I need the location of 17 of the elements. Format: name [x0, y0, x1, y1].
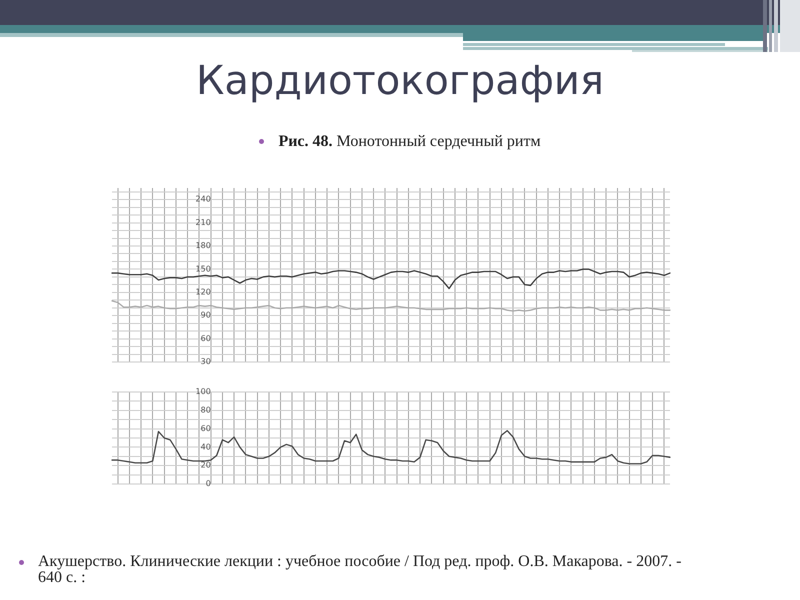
- y-tick-label: 60: [200, 424, 211, 433]
- text: Акушерство. Клинические лекции : учебное пособие / Под ред. проф. О.В. Макарова. - 2007. - 640 с. :: [38, 553, 682, 586]
- y-tick-label: 30: [200, 357, 211, 366]
- y-tick-label: 240: [196, 194, 211, 204]
- y-tick-label: 100: [196, 387, 211, 396]
- y-tick-label: 180: [196, 241, 211, 250]
- y-tick-label: 90: [200, 310, 211, 320]
- y-tick-label: 20: [200, 460, 211, 470]
- y-tick-label: 210: [196, 218, 211, 227]
- y-tick-label: 120: [196, 287, 211, 296]
- y-tick-label: 60: [200, 334, 211, 343]
- y-tick-label: 150: [196, 264, 211, 274]
- y-tick-label: 80: [200, 405, 211, 414]
- y-tick-label: 0: [206, 479, 211, 488]
- chart-subtitle: Рис. 48. Монотонный сердечный ритм: [278, 133, 541, 150]
- y-tick-label: 40: [200, 442, 211, 452]
- chart-title: Кардиотокография: [196, 58, 604, 104]
